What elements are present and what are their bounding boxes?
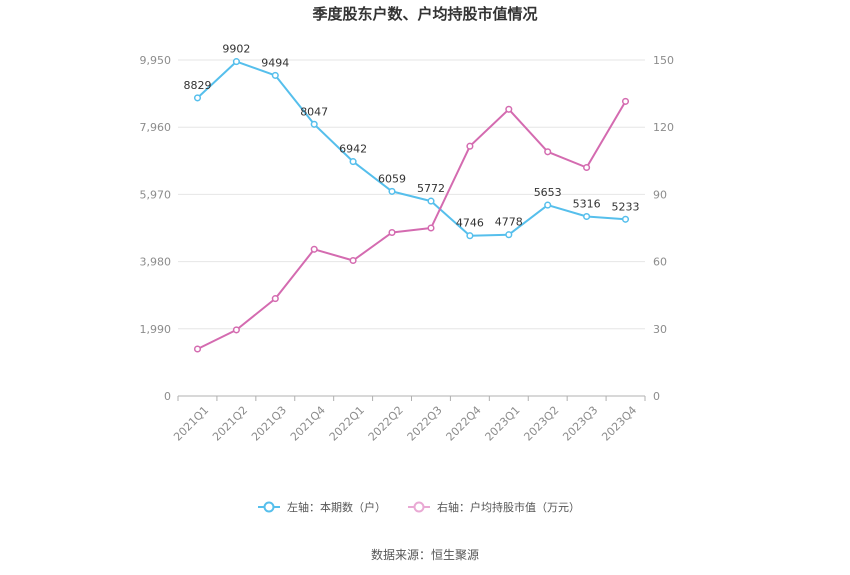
left-tick-label: 1,990 [140, 323, 172, 336]
x-tick-label: 2022Q4 [444, 404, 484, 444]
right-axis: 0 30 60 90 120 150 [653, 54, 674, 403]
data-point[interactable] [544, 148, 552, 156]
x-tick-label: 2021Q2 [210, 404, 250, 444]
data-point[interactable] [349, 158, 357, 166]
legend-item-market-value[interactable]: 右轴：户均持股市值（万元） [408, 500, 580, 514]
data-point[interactable] [349, 256, 357, 265]
data-label: 4778 [495, 216, 523, 229]
data-labels: 8829 9902 9494 8047 6942 6059 5772 4746 4778 5653… [184, 43, 640, 230]
legend-item-households[interactable]: 左轴：本期数（户） [258, 500, 386, 514]
x-axis: 2021Q12021Q22021Q32021Q42022Q12022Q22022… [171, 395, 646, 444]
data-point[interactable] [271, 295, 279, 303]
legend-marker-market-value [413, 501, 425, 513]
data-label: 5653 [534, 186, 562, 199]
data-point[interactable] [583, 163, 591, 172]
data-point[interactable] [621, 97, 630, 105]
x-tick-label: 2023Q2 [521, 404, 561, 444]
left-tick-label: 3,980 [140, 256, 172, 269]
series-line-0 [196, 60, 626, 237]
x-tick-label: 2023Q1 [483, 404, 523, 444]
x-tick-label: 2023Q4 [599, 404, 639, 444]
data-label: 5316 [573, 198, 601, 211]
data-label: 4746 [456, 217, 484, 230]
left-tick-label: 0 [164, 390, 171, 403]
data-point[interactable] [271, 71, 279, 79]
data-label: 5772 [417, 182, 445, 195]
data-point[interactable] [193, 345, 202, 353]
data-label: 6942 [339, 143, 367, 156]
data-point[interactable] [232, 58, 240, 66]
right-tick-label: 0 [653, 390, 660, 403]
data-point[interactable] [466, 142, 474, 150]
data-label: 6059 [378, 172, 406, 185]
data-point[interactable] [193, 94, 202, 102]
x-tick-label: 2022Q2 [366, 404, 406, 444]
data-label: 5233 [612, 200, 640, 213]
right-tick-label: 60 [653, 256, 667, 269]
series-line-1 [197, 100, 627, 350]
data-point[interactable] [310, 120, 318, 128]
data-point[interactable] [232, 326, 240, 334]
data-point[interactable] [427, 224, 435, 232]
left-tick-label: 5,970 [140, 188, 172, 201]
left-tick-label: 9,950 [140, 54, 172, 67]
data-label: 9494 [261, 56, 289, 69]
legend-label-households: 左轴：本期数（户） [287, 500, 386, 514]
left-tick-label: 7,960 [140, 121, 172, 134]
chart-title: 季度股东户数、户均持股市值情况 [312, 5, 537, 23]
data-point[interactable] [621, 215, 630, 223]
x-tick-label: 2021Q3 [249, 404, 289, 444]
data-point[interactable] [505, 105, 513, 113]
x-tick-label: 2022Q3 [405, 404, 445, 444]
data-source: 数据来源：恒生聚源 [371, 547, 479, 562]
left-axis: 0 1,990 3,980 5,970 7,960 9,950 [140, 54, 172, 403]
x-tick-label: 2022Q1 [327, 404, 367, 444]
legend-marker-households [263, 501, 275, 513]
grid-lines [178, 59, 645, 330]
data-point[interactable] [583, 212, 591, 221]
data-point[interactable] [427, 197, 435, 205]
x-tick-label: 2021Q4 [288, 404, 328, 444]
data-label: 8047 [300, 105, 328, 118]
legend-label-market-value: 右轴：户均持股市值（万元） [437, 500, 580, 514]
right-tick-label: 90 [653, 188, 667, 201]
data-point[interactable] [388, 187, 396, 195]
right-tick-label: 30 [653, 323, 667, 336]
right-tick-label: 150 [653, 54, 674, 67]
data-point[interactable] [466, 232, 474, 240]
series-points [193, 58, 630, 353]
data-point[interactable] [505, 231, 513, 239]
series-lines [196, 60, 627, 350]
data-label: 8829 [184, 79, 212, 92]
data-label: 9902 [222, 43, 250, 56]
data-point[interactable] [310, 245, 318, 253]
data-point[interactable] [544, 201, 552, 209]
legend[interactable]: 左轴：本期数（户） 右轴：户均持股市值（万元） [258, 500, 580, 514]
x-tick-label: 2023Q3 [560, 404, 600, 444]
right-tick-label: 120 [653, 121, 674, 134]
data-point[interactable] [388, 228, 396, 237]
x-tick-label: 2021Q1 [171, 404, 211, 444]
